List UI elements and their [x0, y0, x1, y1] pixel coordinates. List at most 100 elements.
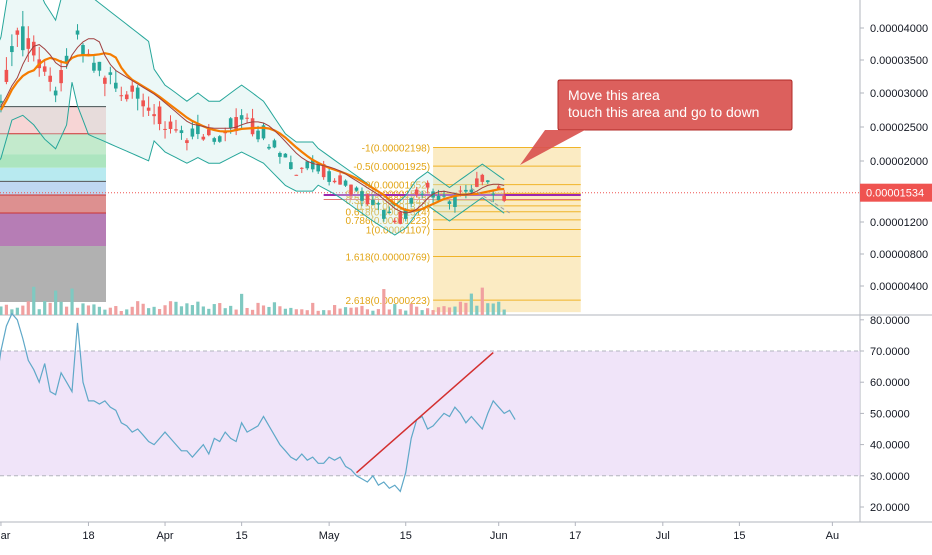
volume-bar [4, 304, 9, 315]
volume-bar [436, 307, 441, 315]
candle-body [349, 184, 353, 195]
volume-bar [272, 302, 277, 315]
volume-bar [207, 308, 211, 315]
candle-body [157, 106, 162, 125]
volume-bar [86, 305, 91, 315]
rsi-tick-label: 70.0000 [870, 346, 910, 358]
candle-body [475, 178, 479, 187]
candle-body [267, 146, 271, 149]
price-tick-label: 0.00000800 [870, 249, 928, 261]
volume-bar [453, 306, 457, 315]
volume-bar [240, 293, 244, 315]
time-tick-label: Jun [490, 530, 508, 542]
candle-body [250, 118, 255, 135]
volume-bar [393, 304, 397, 315]
fib-level-label: 1.618(0.00000769) [346, 252, 431, 263]
candle-body [294, 174, 299, 176]
volume-bar [365, 309, 370, 315]
rsi-tick-label: 60.0000 [870, 377, 910, 389]
volume-bar [475, 305, 479, 315]
volume-bar [360, 305, 364, 315]
candle-body [310, 160, 315, 170]
volume-bar [147, 308, 151, 315]
price-tick-label: 0.00001200 [870, 217, 928, 229]
rsi-tick-label: 40.0000 [870, 440, 910, 452]
fib-level-label: 2.618(0.00000223) [346, 296, 431, 307]
volume-bar [114, 306, 118, 315]
volume-bar [70, 288, 74, 315]
candle-body [403, 210, 408, 219]
volume-bar [32, 286, 36, 315]
moving-average-maroon [0, 38, 505, 214]
zone-band [0, 195, 106, 213]
price-tick-label: 0.00004000 [870, 23, 928, 35]
candle-body [447, 201, 452, 204]
candle-body [64, 55, 69, 64]
candle-body [185, 140, 189, 144]
volume-bar [141, 303, 145, 315]
volume-bar [245, 307, 249, 315]
candle-body [59, 70, 63, 84]
candle-body [392, 220, 397, 223]
rsi-trendline[interactable] [355, 351, 494, 474]
candle-body [502, 195, 506, 201]
zone-band [0, 106, 106, 134]
sr-zones [0, 106, 860, 302]
candle-body [26, 38, 31, 49]
volume-bar [486, 303, 490, 315]
callout-box[interactable] [557, 79, 793, 131]
candle-body [272, 140, 277, 148]
candle-body [382, 209, 386, 219]
candle-body [436, 195, 441, 201]
candle-body [108, 72, 113, 75]
fibonacci-extension[interactable]: -1(0.00002198) -0.5(0.00001925) 0(0.000016… [323, 144, 581, 313]
volume-bar [223, 308, 227, 315]
candle-body [15, 30, 20, 35]
candle-body [174, 129, 178, 131]
volume-bar [447, 307, 452, 315]
volume-bar [409, 303, 413, 315]
volume-bar [163, 305, 167, 315]
candle-body [387, 211, 392, 213]
volume-bar [103, 309, 107, 315]
candle-body [217, 136, 222, 142]
volume-bar [15, 307, 19, 315]
candle-body [425, 182, 430, 188]
rsi-line [0, 312, 516, 493]
volume-bar [343, 307, 348, 315]
volume-bar [354, 307, 359, 315]
rsi-tick-label: 30.0000 [870, 471, 910, 483]
fib-level-label: -0.5(0.00001925) [353, 162, 430, 173]
volume-bar [333, 305, 337, 315]
time-tick-label: Au [826, 530, 839, 542]
volume-bar [431, 310, 435, 315]
candle-body [376, 203, 381, 205]
price-tag-label: 0.00001534 [866, 188, 924, 200]
candle-body [179, 130, 184, 134]
moving-average-orange [0, 52, 505, 213]
zone-band [0, 213, 106, 246]
volume-bar [54, 290, 58, 315]
candle-body [278, 152, 282, 157]
bollinger-upper [0, 0, 505, 207]
rsi-tick-label: 50.0000 [870, 408, 910, 420]
candle-body [119, 95, 124, 97]
volume-bar [157, 308, 162, 315]
candle-body [135, 87, 140, 99]
volume-bar [316, 310, 320, 315]
rsi-indicator [0, 187, 860, 493]
candle-body [130, 85, 135, 92]
volume-bar [174, 301, 178, 315]
volume-bar [108, 307, 112, 315]
candle-body [75, 30, 80, 35]
candle-body [332, 180, 337, 183]
candle-body [491, 193, 496, 195]
volume-bar [300, 309, 304, 315]
volume-bar [43, 301, 47, 315]
candle-body [234, 117, 238, 132]
volume-bar [26, 301, 30, 315]
volume-bar [464, 302, 468, 315]
candle-body [305, 161, 310, 169]
